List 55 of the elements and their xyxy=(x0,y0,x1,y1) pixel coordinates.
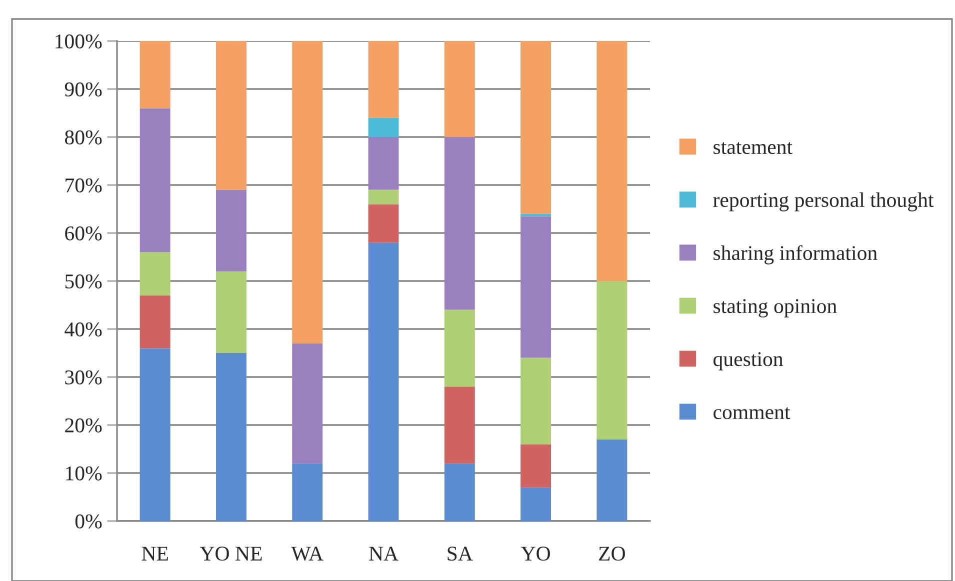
x-tick-label: NE xyxy=(142,546,168,560)
bar xyxy=(444,386,475,464)
x-tick-label: YO NE xyxy=(200,546,262,561)
bar xyxy=(596,281,628,440)
legend-label: comment xyxy=(714,407,790,420)
legend-label: sharing information xyxy=(714,245,878,264)
bar xyxy=(444,463,475,521)
bar xyxy=(140,348,170,521)
bar xyxy=(368,41,399,118)
bar xyxy=(368,242,399,521)
legend-label: statement xyxy=(714,142,792,154)
bar xyxy=(216,353,246,521)
y-tick-label: 70% xyxy=(66,178,102,192)
bar xyxy=(140,108,170,252)
bar xyxy=(596,439,628,521)
legend-label: reporting personal thought xyxy=(713,192,934,212)
bar xyxy=(216,271,246,353)
bar xyxy=(216,190,246,272)
bar xyxy=(444,41,475,137)
bar xyxy=(292,463,323,521)
legend-label: stating opinion xyxy=(714,299,837,318)
bar xyxy=(520,41,552,214)
bar xyxy=(520,487,552,521)
bar xyxy=(368,190,399,204)
bar xyxy=(596,41,628,281)
bar xyxy=(368,137,399,190)
y-tick-label: 100% xyxy=(56,34,102,48)
bar xyxy=(444,137,475,310)
y-tick-label: 30% xyxy=(65,370,102,384)
y-tick-label: 50% xyxy=(65,274,102,288)
x-tick-label: SA xyxy=(448,546,473,561)
x-tick-label: ZO xyxy=(599,546,625,561)
bar xyxy=(520,358,552,444)
bar xyxy=(140,41,170,108)
y-tick-label: 40% xyxy=(64,322,102,336)
y-tick-label: 10% xyxy=(66,466,102,480)
bar xyxy=(520,216,552,358)
y-tick-label: 80% xyxy=(65,130,102,144)
bar xyxy=(216,41,246,190)
bar xyxy=(292,41,323,344)
bar xyxy=(368,118,399,137)
x-tick-label: WA xyxy=(291,546,324,561)
x-tick-label: YO xyxy=(520,546,550,561)
x-tick-label: NA xyxy=(369,546,398,560)
bar xyxy=(140,295,170,348)
bar xyxy=(520,444,552,488)
y-tick-label: 20% xyxy=(65,418,102,432)
bar xyxy=(140,252,170,296)
y-tick-label: 0% xyxy=(75,514,102,528)
legend-label: question xyxy=(713,352,784,370)
bar xyxy=(444,310,475,387)
bar xyxy=(292,343,323,464)
bar xyxy=(368,204,399,243)
y-tick-label: 60% xyxy=(65,226,102,240)
y-tick-label: 90% xyxy=(64,82,102,96)
